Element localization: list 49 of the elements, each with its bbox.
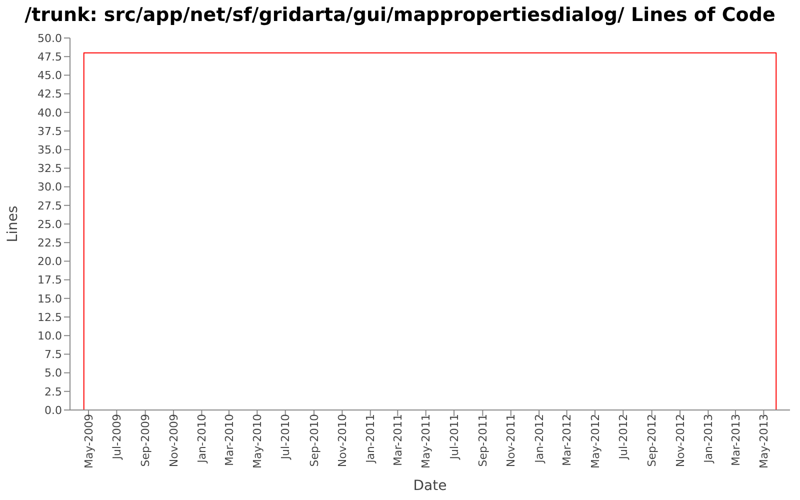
x-tick-label: Jan-2010: [196, 414, 209, 464]
x-tick-label: Jul-2012: [616, 414, 630, 460]
x-tick-label: Jan-2012: [532, 414, 546, 464]
y-axis-title: Lines: [4, 206, 21, 242]
y-tick-label: 17.5: [38, 274, 62, 287]
y-tick-label: 42.5: [38, 88, 62, 101]
x-tick-label: May-2011: [420, 414, 433, 469]
x-tick-label: May-2010: [250, 414, 264, 469]
y-tick-label: 7.5: [44, 348, 62, 362]
y-tick-label: 27.5: [38, 199, 62, 212]
y-tick-label: 37.5: [38, 124, 62, 138]
x-tick-label: Mar-2010: [222, 414, 236, 466]
x-tick-label: Sep-2012: [646, 414, 659, 467]
x-tick-label: Nov-2012: [674, 414, 687, 468]
y-tick-label: 45.0: [38, 69, 62, 82]
y-tick-label: 5.0: [44, 366, 62, 380]
y-tick-label: 30.0: [38, 180, 62, 194]
x-tick-label: Mar-2012: [560, 414, 574, 466]
y-tick-label: 10.0: [38, 330, 62, 343]
y-tick-label: 40.0: [38, 106, 62, 120]
x-tick-label: Nov-2011: [504, 414, 518, 468]
y-tick-label: 0.0: [44, 404, 62, 417]
x-tick-label: Jul-2009: [110, 414, 124, 460]
x-tick-label: Mar-2011: [391, 414, 404, 466]
x-tick-label: Jul-2010: [279, 414, 292, 460]
x-tick-label: Sep-2009: [139, 414, 152, 467]
y-tick-label: 47.5: [38, 50, 62, 64]
chart-title: /trunk: src/app/net/sf/gridarta/gui/mappropertiesdialog/ Lines of Code: [24, 3, 776, 28]
x-axis-title: Date: [413, 478, 447, 494]
y-tick-label: 32.5: [38, 162, 62, 176]
x-tick-label: Nov-2010: [336, 414, 350, 468]
x-tick-label: Nov-2009: [167, 414, 180, 468]
x-tick-label: Jan-2011: [364, 414, 378, 464]
x-tick-label: Jul-2011: [448, 414, 461, 460]
x-tick-label: May-2012: [588, 414, 602, 469]
y-tick-label: 35.0: [38, 144, 62, 157]
x-tick-label: May-2009: [82, 414, 96, 469]
y-tick-label: 15.0: [38, 292, 62, 306]
y-tick-label: 12.5: [38, 310, 62, 324]
y-tick-label: 22.5: [38, 236, 62, 250]
y-tick-label: 50.0: [38, 32, 62, 45]
x-tick-label: Sep-2010: [308, 414, 321, 467]
y-tick-label: 25.0: [38, 218, 62, 231]
x-tick-label: Sep-2011: [476, 414, 490, 467]
y-tick-label: 2.5: [44, 385, 62, 398]
y-tick-label: 20.0: [38, 255, 62, 268]
x-tick-label: Jan-2013: [702, 414, 716, 464]
x-tick-label: May-2013: [757, 414, 770, 469]
x-tick-label: Mar-2013: [729, 414, 742, 466]
